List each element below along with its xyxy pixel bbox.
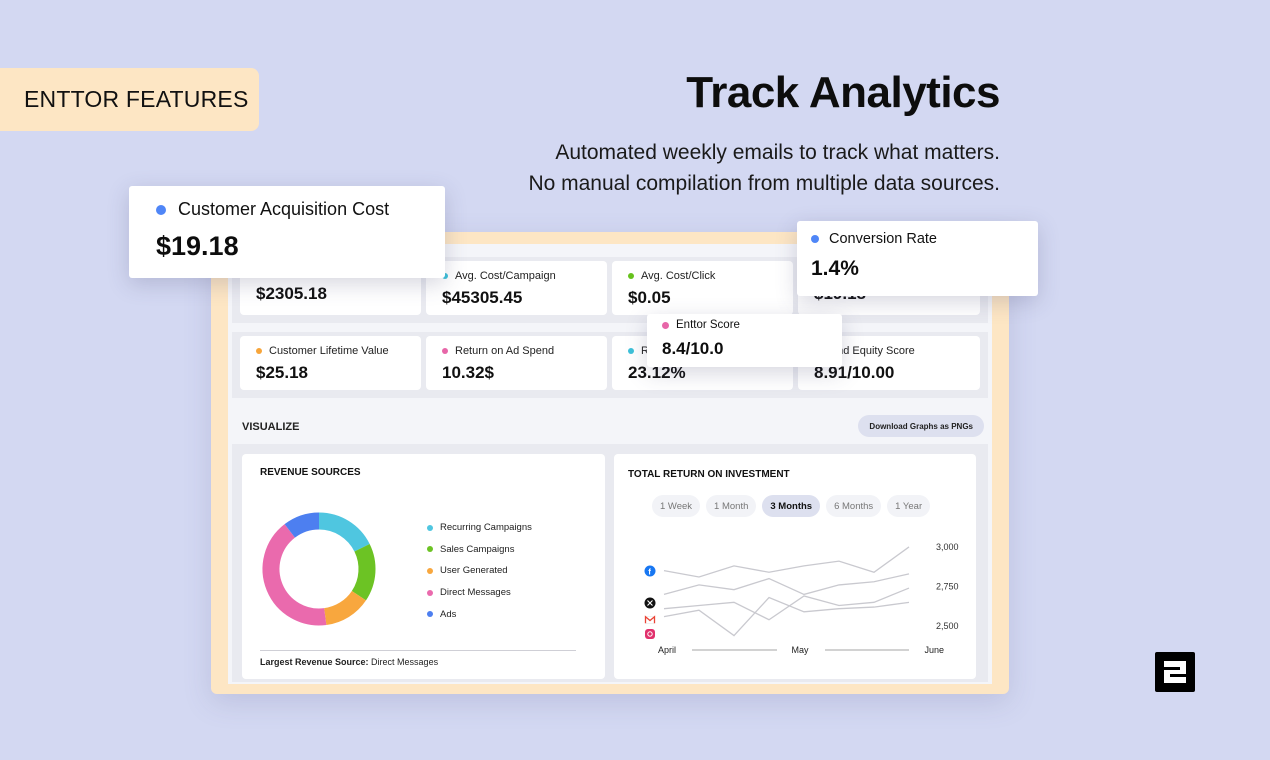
range-1-month[interactable]: 1 Month [706, 495, 757, 517]
series-line-gmail [663, 587, 910, 621]
legend-item: User Generated [427, 560, 532, 582]
legend-dot [427, 589, 433, 596]
legend-item: Recurring Campaigns [427, 517, 532, 539]
revenue-donut-chart [262, 512, 376, 626]
metric-value: $2305.18 [256, 284, 327, 303]
largest-label: Largest Revenue Source: [260, 657, 369, 667]
status-dot [628, 348, 634, 354]
enttor-logo-icon [1164, 661, 1186, 683]
roi-panel: TOTAL RETURN ON INVESTMENT 1 Week 1 Month… [614, 454, 976, 679]
legend-dot [427, 611, 433, 618]
legend-label: Recurring Campaigns [440, 522, 532, 534]
enttor-score-value: 8.4/10.0 [662, 339, 724, 358]
legend-item: Sales Campaigns [427, 539, 532, 561]
cac-value: $19.18 [156, 231, 239, 261]
metric-value: $0.05 [628, 288, 671, 307]
download-graphs-button[interactable]: Download Graphs as PNGs [858, 415, 984, 437]
legend-label: Ads [440, 608, 457, 620]
dashboard-frame: $2305.18 Avg. Cost/Campaign $45305.45 Av… [211, 232, 1009, 694]
status-dot [442, 348, 448, 354]
legend-item: Direct Messages [427, 582, 532, 604]
legend-label: Sales Campaigns [440, 543, 515, 555]
status-dot [256, 348, 262, 354]
donut-slice-sales-campaigns [351, 544, 376, 601]
page-title: Track Analytics [686, 68, 1000, 117]
metric-value: 23.12% [628, 363, 686, 382]
status-dot [662, 321, 669, 329]
facebook-icon: f [644, 565, 656, 577]
donut-slice-ads [284, 512, 320, 538]
range-1-week[interactable]: 1 Week [652, 495, 701, 517]
metric-value: $25.18 [256, 363, 308, 382]
series-line-facebook [663, 546, 910, 578]
legend-label: Direct Messages [440, 587, 511, 599]
features-badge: ENTTOR FEATURES [0, 68, 259, 131]
range-6-months[interactable]: 6 Months [826, 495, 882, 517]
range-3-months[interactable]: 3 Months [762, 495, 821, 517]
enttor-score-label: Enttor Score [676, 319, 740, 331]
legend-dot [427, 524, 433, 531]
series-line-x [663, 573, 910, 596]
series-line-instagram [663, 596, 910, 637]
time-range-selector: 1 Week 1 Month 3 Months 6 Months 1 Year [652, 495, 931, 517]
enttor-logo [1155, 652, 1195, 692]
roi-line-chart: 3,000 2,750 2,500 April May June f [644, 542, 959, 655]
instagram-icon [645, 629, 655, 639]
visualize-section: REVENUE SOURCES Recurring Campaigns Sales… [232, 444, 988, 682]
conversion-value: 1.4% [811, 257, 859, 280]
largest-revenue-source: Largest Revenue Source: Direct Messages [260, 650, 576, 667]
largest-value: Direct Messages [368, 657, 439, 667]
y-tick-label: 3,000 [936, 542, 959, 552]
status-dot [628, 273, 634, 279]
metric-value: 10.32$ [442, 363, 494, 382]
svg-text:f: f [648, 568, 651, 577]
metric-label: Avg. Cost/Click [641, 270, 716, 282]
donut-slice-recurring-campaigns [318, 512, 370, 552]
roi-title: TOTAL RETURN ON INVESTMENT [628, 469, 790, 480]
metric-value: $45305.45 [442, 288, 523, 307]
floating-card-enttor-score: Enttor Score 8.4/10.0 [647, 314, 842, 367]
metric-label: Return on Ad Spend [455, 345, 555, 357]
metric-label: Avg. Cost/Campaign [455, 270, 556, 282]
floating-card-customer-acquisition-cost: Customer Acquisition Cost $19.18 [129, 186, 445, 278]
metric-card-return-on-ad-spend: Return on Ad Spend 10.32$ [426, 336, 607, 390]
revenue-sources-panel: REVENUE SOURCES Recurring Campaigns Sales… [242, 454, 605, 679]
floating-card-conversion-rate: Conversion Rate 1.4% [797, 221, 1038, 296]
revenue-legend: Recurring Campaigns Sales Campaigns User G… [427, 517, 532, 625]
legend-label: User Generated [440, 565, 508, 577]
x-icon [644, 597, 656, 609]
metric-card-customer-lifetime-value: Customer Lifetime Value $25.18 [240, 336, 421, 390]
metric-card-avg-cost-campaign: Avg. Cost/Campaign $45305.45 [426, 261, 607, 315]
status-dot [442, 273, 448, 279]
legend-dot [427, 546, 433, 553]
x-tick-label: June [924, 645, 944, 655]
metrics-row-2: Customer Lifetime Value $25.18 Return on… [232, 332, 988, 398]
metric-label: R [641, 345, 649, 357]
subtitle-line-1: Automated weekly emails to track what ma… [555, 141, 1000, 164]
conversion-label: Conversion Rate [829, 231, 937, 247]
status-dot [811, 235, 819, 243]
donut-slice-direct-messages [262, 524, 327, 626]
visualize-heading: VISUALIZE [242, 421, 300, 433]
x-tick-label: May [791, 645, 809, 655]
dashboard: $2305.18 Avg. Cost/Campaign $45305.45 Av… [228, 244, 992, 684]
legend-item: Ads [427, 603, 532, 625]
metric-value: 8.91/10.00 [814, 363, 895, 382]
gmail-icon [644, 615, 656, 624]
cac-label: Customer Acquisition Cost [178, 199, 390, 219]
subtitle-line-2: No manual compilation from multiple data… [528, 172, 1000, 195]
metric-card-avg-cost-click: Avg. Cost/Click $0.05 [612, 261, 793, 315]
metric-label: and Equity Score [831, 345, 915, 357]
donut-slice-user-generated [323, 590, 366, 626]
y-tick-label: 2,750 [936, 582, 959, 592]
revenue-sources-title: REVENUE SOURCES [260, 467, 361, 478]
y-tick-label: 2,500 [936, 621, 959, 631]
metric-label: Customer Lifetime Value [269, 345, 389, 357]
x-tick-label: April [658, 645, 676, 655]
legend-dot [427, 567, 433, 574]
status-dot [156, 204, 166, 215]
range-1-year[interactable]: 1 Year [887, 495, 931, 517]
subtitle: Automated weekly emails to track what ma… [528, 137, 1000, 199]
